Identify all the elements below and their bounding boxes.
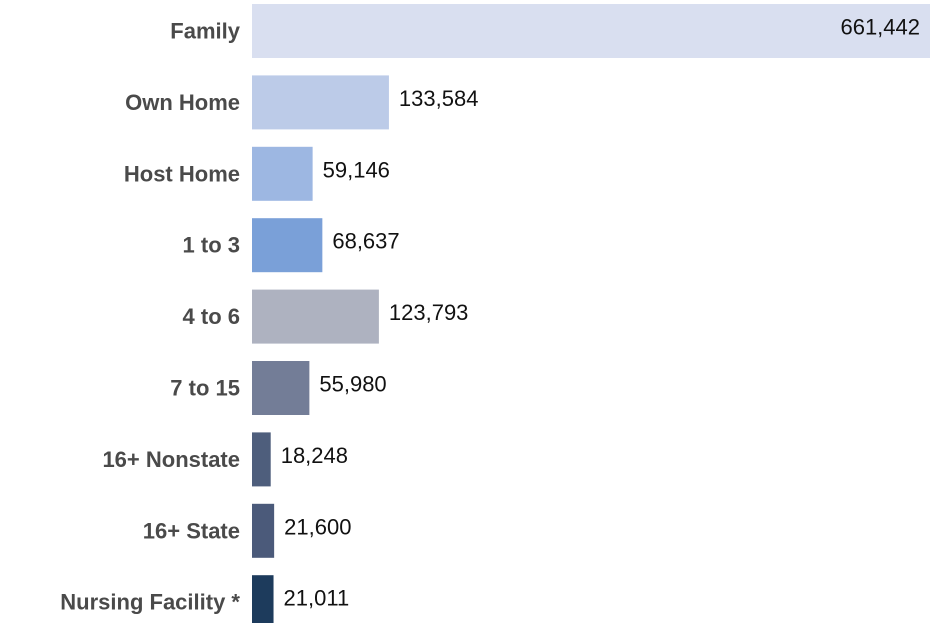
category-label: 1 to 3: [183, 233, 240, 258]
value-label: 133,584: [399, 86, 479, 111]
value-label: 123,793: [389, 300, 469, 325]
bar: [252, 289, 379, 344]
bar: [252, 75, 389, 130]
value-label: 55,980: [319, 372, 386, 397]
bar: [252, 4, 930, 58]
category-label: 4 to 6: [183, 304, 240, 329]
value-label: 21,011: [284, 586, 350, 611]
bar: [252, 432, 271, 487]
bar: [252, 575, 274, 623]
category-label: Nursing Facility *: [60, 590, 240, 615]
bar: [252, 218, 323, 273]
category-label: 16+ Nonstate: [102, 447, 240, 472]
value-label: 18,248: [281, 443, 348, 468]
value-label: 68,637: [332, 229, 399, 254]
bar: [252, 503, 275, 558]
value-label: 661,442: [840, 15, 920, 40]
category-label: 16+ State: [143, 518, 240, 543]
bar: [252, 361, 310, 415]
category-label: Family: [170, 19, 240, 44]
category-label: Host Home: [124, 161, 240, 186]
value-label: 21,600: [284, 514, 351, 539]
category-label: Own Home: [125, 90, 240, 115]
value-label: 59,146: [323, 157, 390, 182]
category-label: 7 to 15: [170, 376, 240, 401]
bar: [252, 146, 313, 201]
